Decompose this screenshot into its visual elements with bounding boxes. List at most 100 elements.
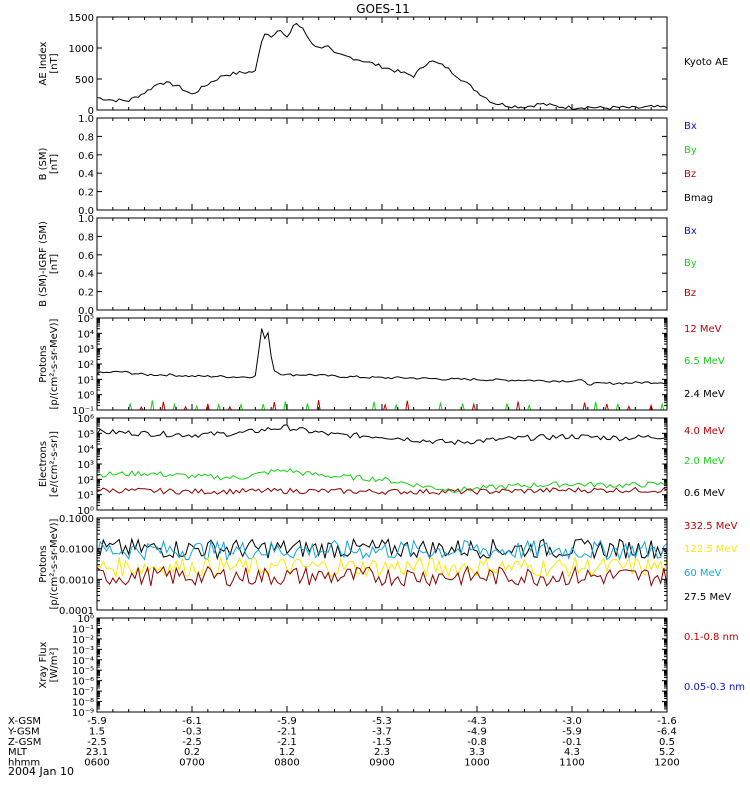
y-tick-label: 10⁶ <box>77 414 94 425</box>
y-tick-label: 1.0 <box>78 114 94 125</box>
y-axis-label: [nT] <box>49 254 60 274</box>
electrons-frame <box>96 417 668 511</box>
y-tick-label: 1.0 <box>78 214 94 225</box>
footer-value: 0700 <box>179 758 204 769</box>
y-tick-label: 0.0100 <box>59 545 94 556</box>
legend-entry: 332.5 MeV <box>684 521 738 532</box>
legend-entry: 2.0 MeV <box>684 456 725 467</box>
y-tick-label: 0.2 <box>78 288 94 299</box>
legend-entry: 27.5 MeV <box>684 592 731 603</box>
y-tick-label: 10⁻⁸ <box>72 698 94 709</box>
ae-series-line <box>96 22 668 110</box>
y-tick-label: 10¹ <box>77 375 94 386</box>
hep-frame <box>96 517 668 611</box>
footer-value: -4.3 <box>467 716 487 727</box>
footer-value: -3.0 <box>562 716 582 727</box>
ae-frame <box>96 16 668 111</box>
y-axis-label: [nT] <box>49 154 60 174</box>
hep-series-line <box>96 565 668 588</box>
legend-entry: 0.05-0.3 nm <box>684 682 745 693</box>
orbit-footer: X-GSM -5.9 -6.1 -5.9 -5.3 -4.3 -3.0 -1.6 Y-GSM 1.… <box>7 716 680 769</box>
footer-row-label: MLT <box>8 747 28 758</box>
footer-value: 0800 <box>274 758 299 769</box>
y-axis-label: Protons <box>38 345 49 382</box>
footer-value: -2.1 <box>277 737 297 748</box>
footer-value: 0600 <box>84 758 109 769</box>
legend-entry: Bx <box>684 226 697 237</box>
footer-value: 5.2 <box>659 747 675 758</box>
footer-value: -6.4 <box>657 726 677 737</box>
footer-value: -5.9 <box>277 716 297 727</box>
y-axis-label: Electrons <box>38 441 49 487</box>
footer-row-label: Z-GSM <box>8 737 41 748</box>
footer-value: -2.5 <box>87 737 107 748</box>
panel-hep: 0.0001 0.0010 0.0100 0.1000 Protons [p/(cm²-s… <box>38 514 738 617</box>
y-axis-label: Protons <box>38 545 49 582</box>
protons-series-line <box>96 328 668 386</box>
y-tick-label: 10³ <box>77 345 94 356</box>
xray-frame <box>96 617 668 713</box>
y-tick-label: 0.1000 <box>59 514 94 525</box>
footer-value: 0900 <box>369 758 394 769</box>
y-tick-label: 10⁻³ <box>72 645 94 656</box>
y-tick-label: 1000 <box>69 44 94 55</box>
y-tick-label: 0.0010 <box>59 575 94 586</box>
legend-entry: 2.4 MeV <box>684 389 725 400</box>
y-tick-label: 0.0 <box>78 206 94 217</box>
footer-row-label: Y-GSM <box>7 726 40 737</box>
bigrf-frame <box>96 217 668 311</box>
y-tick-label: 0 <box>88 106 94 117</box>
footer-value: -5.9 <box>87 716 107 727</box>
y-tick-label: 10⁻² <box>72 635 94 646</box>
protons-floor-trace <box>139 400 654 411</box>
footer-value: -1.5 <box>372 737 392 748</box>
panel-protons: 10⁻¹ 10⁰ 10¹ 10² 10³ 10⁴ 10⁵ Protons [p/(cm²-s-s… <box>38 314 725 417</box>
y-tick-label: 0.6 <box>78 151 94 162</box>
footer-value: -2.1 <box>277 726 297 737</box>
footer-date: 2004 Jan 10 <box>8 765 74 778</box>
y-axis-label: Xray Flux <box>38 641 49 688</box>
legend-entry: 4.0 MeV <box>684 426 725 437</box>
legend-entry: By <box>684 145 697 156</box>
footer-value: 1.5 <box>89 726 105 737</box>
footer-value: 4.3 <box>564 747 580 758</box>
footer-value: -0.1 <box>562 737 582 748</box>
footer-value: 0.2 <box>184 747 200 758</box>
y-tick-label: 0.0 <box>78 306 94 317</box>
y-tick-label: 10⁰ <box>77 506 94 517</box>
legend-entry: Bx <box>684 121 697 132</box>
panel-electrons: 10⁰ 10¹ 10² 10³ 10⁴ 10⁵ 10⁶ Electrons [e/(cm²-s-… <box>38 414 725 517</box>
electrons-series-line <box>96 468 668 494</box>
footer-value: 1.2 <box>279 747 295 758</box>
y-tick-label: 10⁻⁴ <box>72 656 94 667</box>
hep-series-line <box>96 537 668 561</box>
y-tick-label: 10⁻¹ <box>72 406 94 417</box>
legend-entry: Bz <box>684 288 696 299</box>
hep-series-line <box>96 539 668 562</box>
y-tick-label: 10⁵ <box>77 314 94 325</box>
plot-title: GOES-11 <box>356 2 410 16</box>
y-tick-label: 10⁴ <box>77 329 94 340</box>
legend-entry: Bmag <box>684 193 713 204</box>
electrons-series-line <box>96 424 668 446</box>
y-tick-label: 10⁰ <box>77 391 94 402</box>
footer-row-label: hhmm <box>8 758 40 769</box>
footer-value: -1.6 <box>657 716 677 727</box>
footer-value: 0.5 <box>659 737 675 748</box>
y-tick-label: 0.6 <box>78 251 94 262</box>
y-tick-label: 500 <box>75 75 94 86</box>
electrons-series-line <box>96 486 668 496</box>
y-axis-label: AE Index <box>38 41 49 85</box>
y-tick-label: 10⁵ <box>77 429 94 440</box>
footer-value: -3.7 <box>372 726 392 737</box>
y-tick-label: 10⁻¹ <box>72 624 94 635</box>
footer-value: 2.3 <box>374 747 390 758</box>
panel-b: 0.0 0.2 0.4 0.6 0.8 1.0 B (SM) [nT] Bx By Bz Bmag <box>38 114 713 217</box>
y-tick-label: 10⁰ <box>77 614 94 625</box>
y-tick-label: 10⁻⁷ <box>72 687 94 698</box>
footer-value: 1000 <box>464 758 489 769</box>
legend-entry: 6.5 MeV <box>684 356 725 367</box>
y-axis-label: [p/(cm²-s-sr-MeV)] <box>49 318 60 409</box>
y-axis-label: B (SM)-IGRF (SM) <box>38 221 49 307</box>
